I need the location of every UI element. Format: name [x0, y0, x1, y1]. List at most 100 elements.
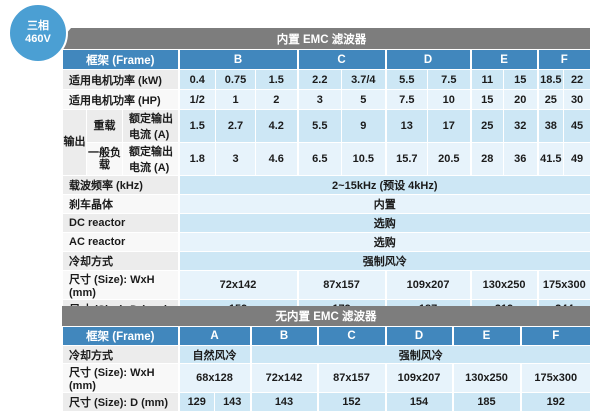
frame-col-d: D — [384, 49, 472, 70]
section-title-built-in-emc: 内置 EMC 滤波器 — [53, 28, 590, 49]
value-cell: 175x300 — [519, 363, 591, 393]
row-cooling-method: 冷却方式 强制风冷 — [61, 251, 592, 271]
value-cell: 1 — [215, 89, 257, 110]
section-title-no-emc: 无内置 EMC 滤波器 — [62, 306, 590, 326]
value-cell: 45 — [563, 109, 592, 143]
value-cell: 10.5 — [341, 142, 387, 176]
value-cell: 49 — [563, 142, 592, 176]
value-cell: 选购 — [177, 213, 592, 233]
row-label: 适用电机功率 (HP) — [61, 89, 180, 110]
table-header-row: 框架 (Frame) A B C D E F — [62, 326, 591, 346]
value-cell: 1.8 — [177, 142, 217, 176]
value-cell: 1/2 — [177, 89, 217, 110]
value-cell: 36 — [503, 142, 539, 176]
value-cell: 25 — [536, 89, 565, 110]
value-cell: 强制风冷 — [249, 345, 591, 364]
row-label: 尺寸 (Size): WxH (mm) — [61, 270, 180, 300]
frame-col-a: A — [177, 326, 251, 346]
value-cell: 185 — [451, 392, 521, 412]
value-cell: 87x157 — [296, 270, 387, 300]
value-cell: 175x300 — [536, 270, 592, 300]
built-in-emc-table: 框架 (Frame) B C D E F 适用电机功率 (kW) 0.4 0.7… — [61, 49, 592, 319]
no-emc-table: 框架 (Frame) A B C D E F 冷却方式 自然风冷 强制风冷 尺寸… — [62, 326, 591, 412]
value-cell: 30 — [563, 89, 592, 110]
value-cell: 152 — [316, 392, 386, 412]
value-cell: 17 — [427, 109, 472, 143]
row-label: 载波频率 (kHz) — [61, 175, 180, 195]
load-type-label: 重载 — [86, 109, 123, 143]
value-cell: 7.5 — [384, 89, 429, 110]
value-cell: 20.5 — [427, 142, 472, 176]
current-label: 额定输出电流 (A) — [121, 109, 180, 143]
value-cell: 2.2 — [296, 69, 343, 90]
value-cell: 1.5 — [177, 109, 217, 143]
value-cell: 选购 — [177, 232, 592, 252]
value-cell: 6.5 — [296, 142, 343, 176]
value-cell: 15.7 — [384, 142, 429, 176]
value-cell: 0.4 — [177, 69, 217, 90]
value-cell: 1.5 — [255, 69, 299, 90]
value-cell: 192 — [519, 392, 591, 412]
value-cell: 2.7 — [215, 109, 257, 143]
row-size-d: 尺寸 (Size): D (mm) 129 143 143 152 154 18… — [62, 392, 591, 412]
value-cell: 25 — [469, 109, 505, 143]
row-motor-hp: 适用电机功率 (HP) 1/2 1 2 3 5 7.5 10 15 20 25 … — [61, 89, 592, 110]
value-cell: 109x207 — [384, 363, 453, 393]
value-cell: 11 — [469, 69, 505, 90]
value-cell: 129 — [177, 392, 215, 412]
value-cell: 72x142 — [177, 270, 299, 300]
value-cell: 20 — [503, 89, 539, 110]
row-size-wxh: 尺寸 (Size): WxH (mm) 68x128 72x142 87x157… — [62, 363, 591, 393]
frame-col-d: D — [384, 326, 453, 346]
value-cell: 130x250 — [451, 363, 521, 393]
section1-title-text: 内置 EMC 滤波器 — [276, 33, 367, 46]
value-cell: 32 — [503, 109, 539, 143]
row-carrier-frequency: 载波频率 (kHz) 2~15kHz (预设 4kHz) — [61, 175, 592, 195]
value-cell: 38 — [536, 109, 565, 143]
frame-col-b: B — [177, 49, 299, 70]
frame-col-c: C — [296, 49, 387, 70]
section2-title-text: 无内置 EMC 滤波器 — [275, 311, 377, 323]
value-cell: 5.5 — [296, 109, 343, 143]
row-output-normal: 一般负载 额定输出电流 (A) 1.8 3 4.6 6.5 10.5 15.7 … — [63, 142, 592, 176]
value-cell: 3.7/4 — [341, 69, 387, 90]
table-header-row: 框架 (Frame) B C D E F — [61, 49, 592, 70]
badge-voltage-label: 460V — [25, 33, 51, 45]
value-cell: 强制风冷 — [177, 251, 592, 271]
load-type-label: 一般负载 — [86, 142, 123, 176]
value-cell: 22 — [563, 69, 592, 90]
value-cell: 内置 — [177, 194, 592, 214]
row-label: 刹车晶体 — [61, 194, 180, 214]
row-size-wxh: 尺寸 (Size): WxH (mm) 72x142 87x157 109x20… — [61, 270, 592, 300]
value-cell: 143 — [214, 392, 251, 412]
value-cell: 143 — [249, 392, 318, 412]
value-cell: 18.5 — [536, 69, 565, 90]
value-cell: 87x157 — [316, 363, 386, 393]
frame-col-e: E — [451, 326, 521, 346]
value-cell: 5.5 — [384, 69, 429, 90]
value-cell: 10 — [427, 89, 472, 110]
output-group-label: 输出 — [62, 109, 87, 176]
row-ac-reactor: AC reactor 选购 — [61, 232, 592, 252]
value-cell: 自然风冷 — [177, 345, 251, 364]
row-label: AC reactor — [61, 232, 180, 252]
row-label: 冷却方式 — [62, 345, 179, 364]
frame-header-cell: 框架 (Frame) — [62, 326, 179, 346]
value-cell: 3 — [296, 89, 343, 110]
frame-col-f: F — [536, 49, 592, 70]
value-cell: 4.2 — [255, 109, 299, 143]
row-cooling-method: 冷却方式 自然风冷 强制风冷 — [62, 345, 591, 364]
value-cell: 2~15kHz (预设 4kHz) — [177, 175, 592, 195]
row-output-heavy: 输出 重载 额定输出电流 (A) 1.5 2.7 4.2 5.5 9 13 17… — [62, 109, 592, 176]
frame-header-cell: 框架 (Frame) — [61, 49, 180, 70]
badge-phase-label: 三相 — [27, 19, 49, 32]
value-cell: 0.75 — [215, 69, 257, 90]
value-cell: 28 — [469, 142, 505, 176]
value-cell: 154 — [384, 392, 453, 412]
value-cell: 130x250 — [469, 270, 539, 300]
row-label: 适用电机功率 (kW) — [61, 69, 180, 90]
value-cell: 15 — [503, 69, 539, 90]
frame-col-c: C — [316, 326, 386, 346]
value-cell: 2 — [255, 89, 299, 110]
